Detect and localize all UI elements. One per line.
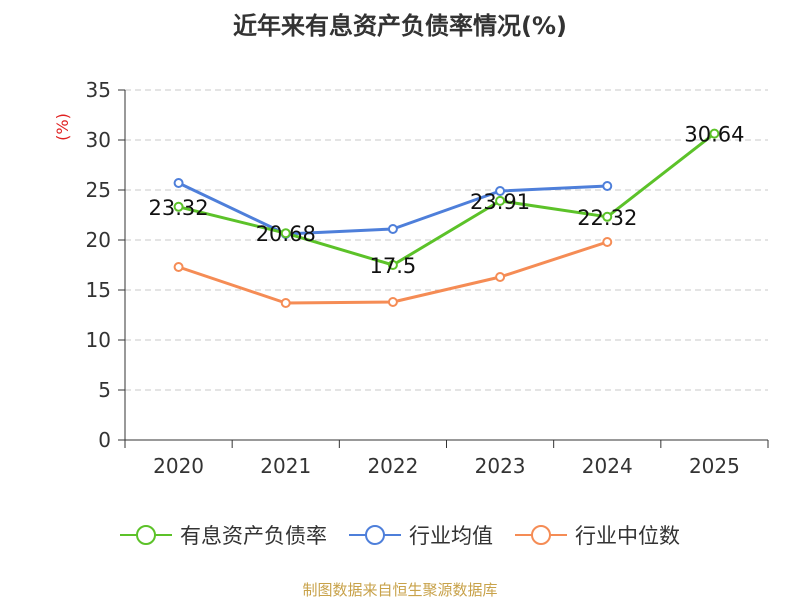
x-tick-label: 2021 <box>260 454 311 478</box>
data-point <box>495 186 506 196</box>
legend-label: 有息资产负债率 <box>180 524 327 548</box>
data-label: 20.68 <box>256 222 316 246</box>
data-point <box>602 211 613 222</box>
y-tick-label: 15 <box>86 278 111 302</box>
series-points <box>173 128 720 308</box>
data-point <box>173 262 184 272</box>
data-point <box>495 272 506 282</box>
data-point <box>173 201 184 212</box>
data-label: 22.32 <box>577 206 637 230</box>
x-tick-label: 2024 <box>582 454 633 478</box>
data-point <box>280 298 291 308</box>
chart-title: 近年来有息资产负债率情况(%) <box>233 12 567 40</box>
y-axis-title: (%) <box>53 113 72 141</box>
legend-item[interactable]: 行业均值 <box>349 520 493 550</box>
data-point <box>602 237 613 247</box>
y-tick-label: 0 <box>98 428 111 452</box>
legend-item[interactable]: 行业中位数 <box>515 520 680 550</box>
data-point <box>387 297 398 307</box>
data-point <box>602 181 613 191</box>
legend: 有息资产负债率 行业均值 行业中位数 <box>0 520 800 550</box>
legend-item[interactable]: 有息资产负债率 <box>120 520 327 550</box>
legend-marker-icon <box>120 525 172 545</box>
data-point <box>495 195 506 206</box>
data-labels: 23.32 20.68 17.5 23.91 22.32 30.64 <box>149 123 745 278</box>
data-label: 30.64 <box>684 123 744 147</box>
data-point <box>173 178 184 188</box>
data-point <box>387 224 398 234</box>
data-label: 17.5 <box>370 254 417 278</box>
y-tick-label: 20 <box>86 228 111 252</box>
y-tick-label: 5 <box>98 378 111 402</box>
x-tick-label: 2023 <box>475 454 526 478</box>
x-tick-label: 2022 <box>367 454 418 478</box>
x-tick-label: 2020 <box>153 454 204 478</box>
y-tick-label: 10 <box>86 328 111 352</box>
data-point <box>387 260 398 270</box>
legend-marker-icon <box>515 525 567 545</box>
legend-label: 行业均值 <box>409 524 493 548</box>
data-label: 23.32 <box>149 196 209 220</box>
y-axis-label: (%) <box>53 113 72 141</box>
data-point <box>709 128 720 139</box>
y-tick-label: 35 <box>86 78 111 102</box>
y-tick-label: 30 <box>86 128 111 152</box>
legend-marker-icon <box>349 525 401 545</box>
series-line <box>178 132 716 267</box>
data-label: 23.91 <box>470 190 530 214</box>
x-tick-label: 2025 <box>689 454 740 478</box>
data-point <box>280 228 291 239</box>
grid-lines <box>125 89 768 391</box>
legend-label: 行业中位数 <box>575 524 680 548</box>
y-tick-label: 25 <box>86 178 111 202</box>
source-note: 制图数据来自恒生聚源数据库 <box>302 581 498 599</box>
